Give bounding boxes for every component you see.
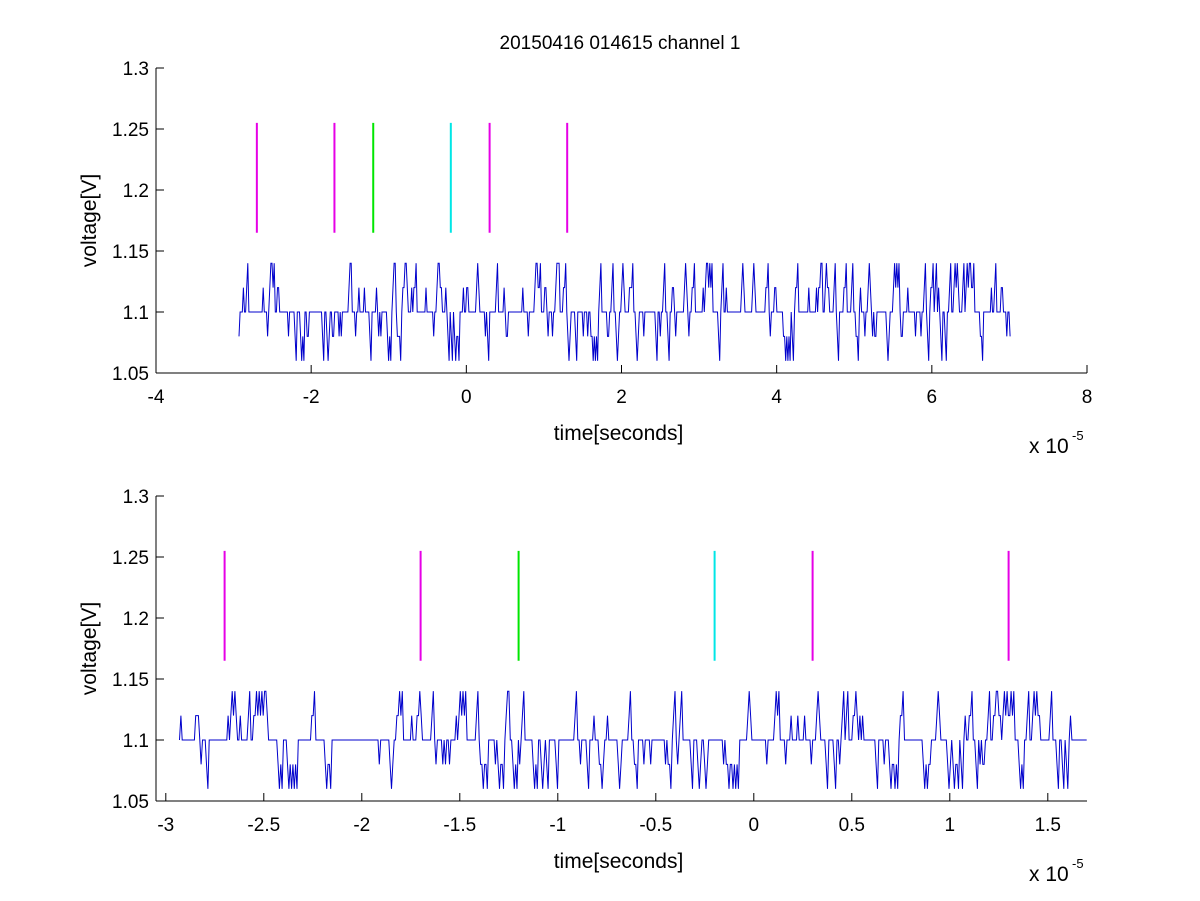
top-plot-panel: -4 -2 0 2 4 6 8 1.05 1.1 1.15 1.2 1.25 1.3 time[secon…: [78, 59, 1092, 458]
y-tick-label: 1.3: [123, 59, 149, 80]
y-tick-label: 1.25: [112, 548, 149, 569]
x-tick-label: -0.5: [639, 815, 672, 836]
y-tick-label: 1.1: [123, 303, 149, 324]
x-tick-label: -3: [157, 815, 174, 836]
chart-title: 20150416 014615 channel 1: [500, 33, 741, 54]
voltage-trace: [238, 262, 1011, 361]
y-tick-label: 1.15: [112, 242, 149, 263]
x-axis-multiplier: x 10: [1029, 863, 1069, 886]
x-axis-label: time[seconds]: [554, 422, 684, 445]
y-tick-label: 1.05: [112, 792, 149, 813]
y-tick-label: 1.2: [123, 609, 149, 630]
x-axis-multiplier: x 10: [1029, 435, 1069, 458]
y-axis-label: voltage[V]: [78, 602, 101, 695]
x-tick-label: -2: [303, 387, 320, 408]
x-tick-label: 1.5: [1035, 815, 1061, 836]
x-tick-label: 0: [749, 815, 760, 836]
x-tick-label: 0: [461, 387, 472, 408]
x-tick-label: -4: [148, 387, 165, 408]
bottom-plot-panel: -3 -2.5 -2 -1.5 -1 -0.5 0 0.5 1 1.5 1.05 1.1 1.15 1.2…: [78, 487, 1087, 886]
x-tick-label: 1: [945, 815, 956, 836]
x-axis-multiplier-exponent: -5: [1072, 856, 1084, 871]
y-tick-label: 1.1: [123, 731, 149, 752]
x-tick-label: 6: [927, 387, 938, 408]
y-axis-label: voltage[V]: [78, 174, 101, 267]
x-tick-label: -1: [549, 815, 566, 836]
y-tick-label: 1.2: [123, 181, 149, 202]
x-tick-label: 4: [771, 387, 782, 408]
x-tick-label: -2.5: [247, 815, 280, 836]
x-tick-label: 0.5: [839, 815, 865, 836]
x-tick-label: 8: [1082, 387, 1093, 408]
x-axis-multiplier-exponent: -5: [1072, 428, 1084, 443]
y-tick-label: 1.25: [112, 120, 149, 141]
x-axis-label: time[seconds]: [554, 850, 684, 873]
x-tick-label: 2: [616, 387, 627, 408]
y-tick-label: 1.05: [112, 364, 149, 385]
x-tick-label: -1.5: [443, 815, 476, 836]
x-tick-label: -2: [353, 815, 370, 836]
voltage-trace: [179, 690, 1087, 789]
y-tick-label: 1.15: [112, 670, 149, 691]
y-tick-label: 1.3: [123, 487, 149, 508]
